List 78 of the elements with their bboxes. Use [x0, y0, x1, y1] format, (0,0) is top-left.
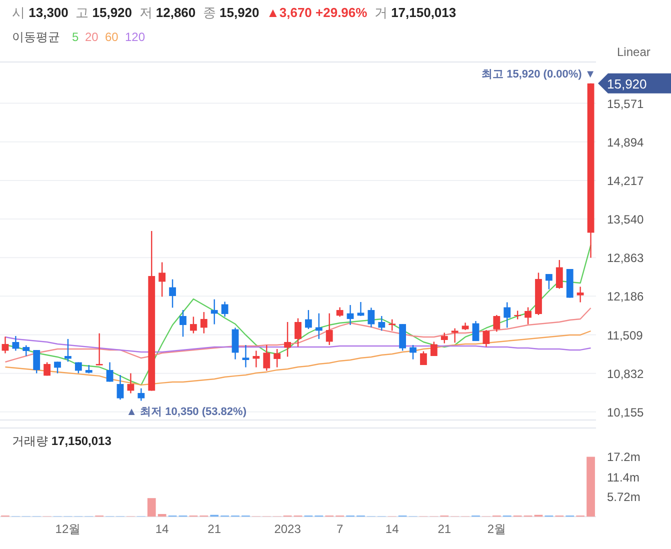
candlestick [357, 301, 364, 317]
candlestick [22, 344, 30, 357]
x-tick-label: 2월 [487, 522, 506, 536]
text: 거래량 17,150,013 [12, 434, 112, 448]
candlestick [482, 329, 490, 348]
candlestick [305, 309, 312, 330]
y-tick-label: 12,863 [607, 251, 644, 266]
y-tick-label: 13,540 [607, 212, 644, 227]
text: 시 13,300 고 15,920 저 12,860 종 15,920 ▲3,670 +29.96% 거 17,150,013 [12, 5, 456, 20]
candlestick [210, 298, 218, 325]
bar [158, 514, 166, 517]
candlestick [221, 301, 228, 318]
candlestick [336, 306, 344, 318]
y-tick-label: 10,155 [607, 405, 644, 420]
x-tick-label: 21 [208, 522, 222, 536]
x-tick-label: 2023 [274, 522, 302, 536]
candlestick [232, 327, 239, 360]
annotation: 최고 15,920 (0.00%) ▼ [482, 68, 596, 80]
x-tick-label: 12월 [55, 522, 81, 536]
candlestick [252, 350, 260, 368]
candlestick [504, 302, 511, 328]
x-tick-label: 14 [155, 522, 170, 536]
candlestick [54, 361, 61, 374]
candlestick [368, 307, 375, 328]
y-tick-label: 5.72m [607, 490, 640, 504]
candlestick [556, 259, 563, 290]
candlestick [2, 336, 9, 354]
candlestick [430, 341, 438, 357]
y-tick-label: 14,894 [607, 135, 644, 150]
x-tick-label: 7 [336, 522, 344, 536]
candlestick [451, 328, 458, 344]
candlestick [200, 311, 208, 334]
legend: 이동평균 5 20 60 120 [12, 30, 146, 44]
x-tick-label: 21 [438, 522, 452, 536]
candlestick [44, 362, 51, 376]
candlestick [326, 312, 333, 346]
bar [586, 456, 595, 517]
bar [147, 498, 156, 517]
candlestick [127, 372, 134, 394]
candlestick [180, 309, 186, 338]
candlestick [116, 374, 124, 400]
candlestick [524, 306, 532, 325]
candlestick [64, 338, 72, 362]
y-tick-label: 17.2m [607, 450, 640, 464]
candlestick [242, 344, 250, 368]
candlestick [420, 350, 427, 366]
y-tick-label: 12,186 [607, 290, 644, 304]
candlestick [472, 320, 480, 342]
candlestick [33, 349, 40, 374]
candlestick [12, 335, 20, 352]
candlestick [493, 314, 500, 332]
candlestick [346, 304, 354, 326]
candlestick [388, 318, 396, 332]
y-tick-label: 10,832 [607, 366, 644, 381]
candlestick [158, 262, 166, 298]
candlestick [96, 332, 103, 366]
candlestick [545, 273, 552, 290]
candlestick [138, 388, 145, 402]
y-tick-label: 14,217 [607, 174, 644, 188]
y-tick-label: 11.4m [607, 470, 640, 484]
candlestick [169, 278, 176, 308]
y-tick-label: 11,509 [607, 328, 644, 342]
candlestick [440, 332, 448, 344]
candlestick [410, 344, 416, 360]
x-tick-label: 14 [385, 522, 400, 536]
text: 15,920 [607, 76, 647, 92]
text: Linear [617, 45, 650, 59]
candlestick [576, 286, 584, 303]
candlestick [294, 318, 302, 348]
candlestick [190, 316, 197, 334]
candlestick [378, 315, 386, 332]
line-series [4, 330, 592, 386]
candlestick [284, 321, 291, 358]
candlestick [106, 362, 114, 382]
candlestick [274, 348, 281, 368]
y-tick-label: 15,571 [607, 96, 644, 111]
annotation: ▲ 최저 10,350 (53.82%) [126, 406, 247, 418]
candlestick [263, 344, 270, 372]
